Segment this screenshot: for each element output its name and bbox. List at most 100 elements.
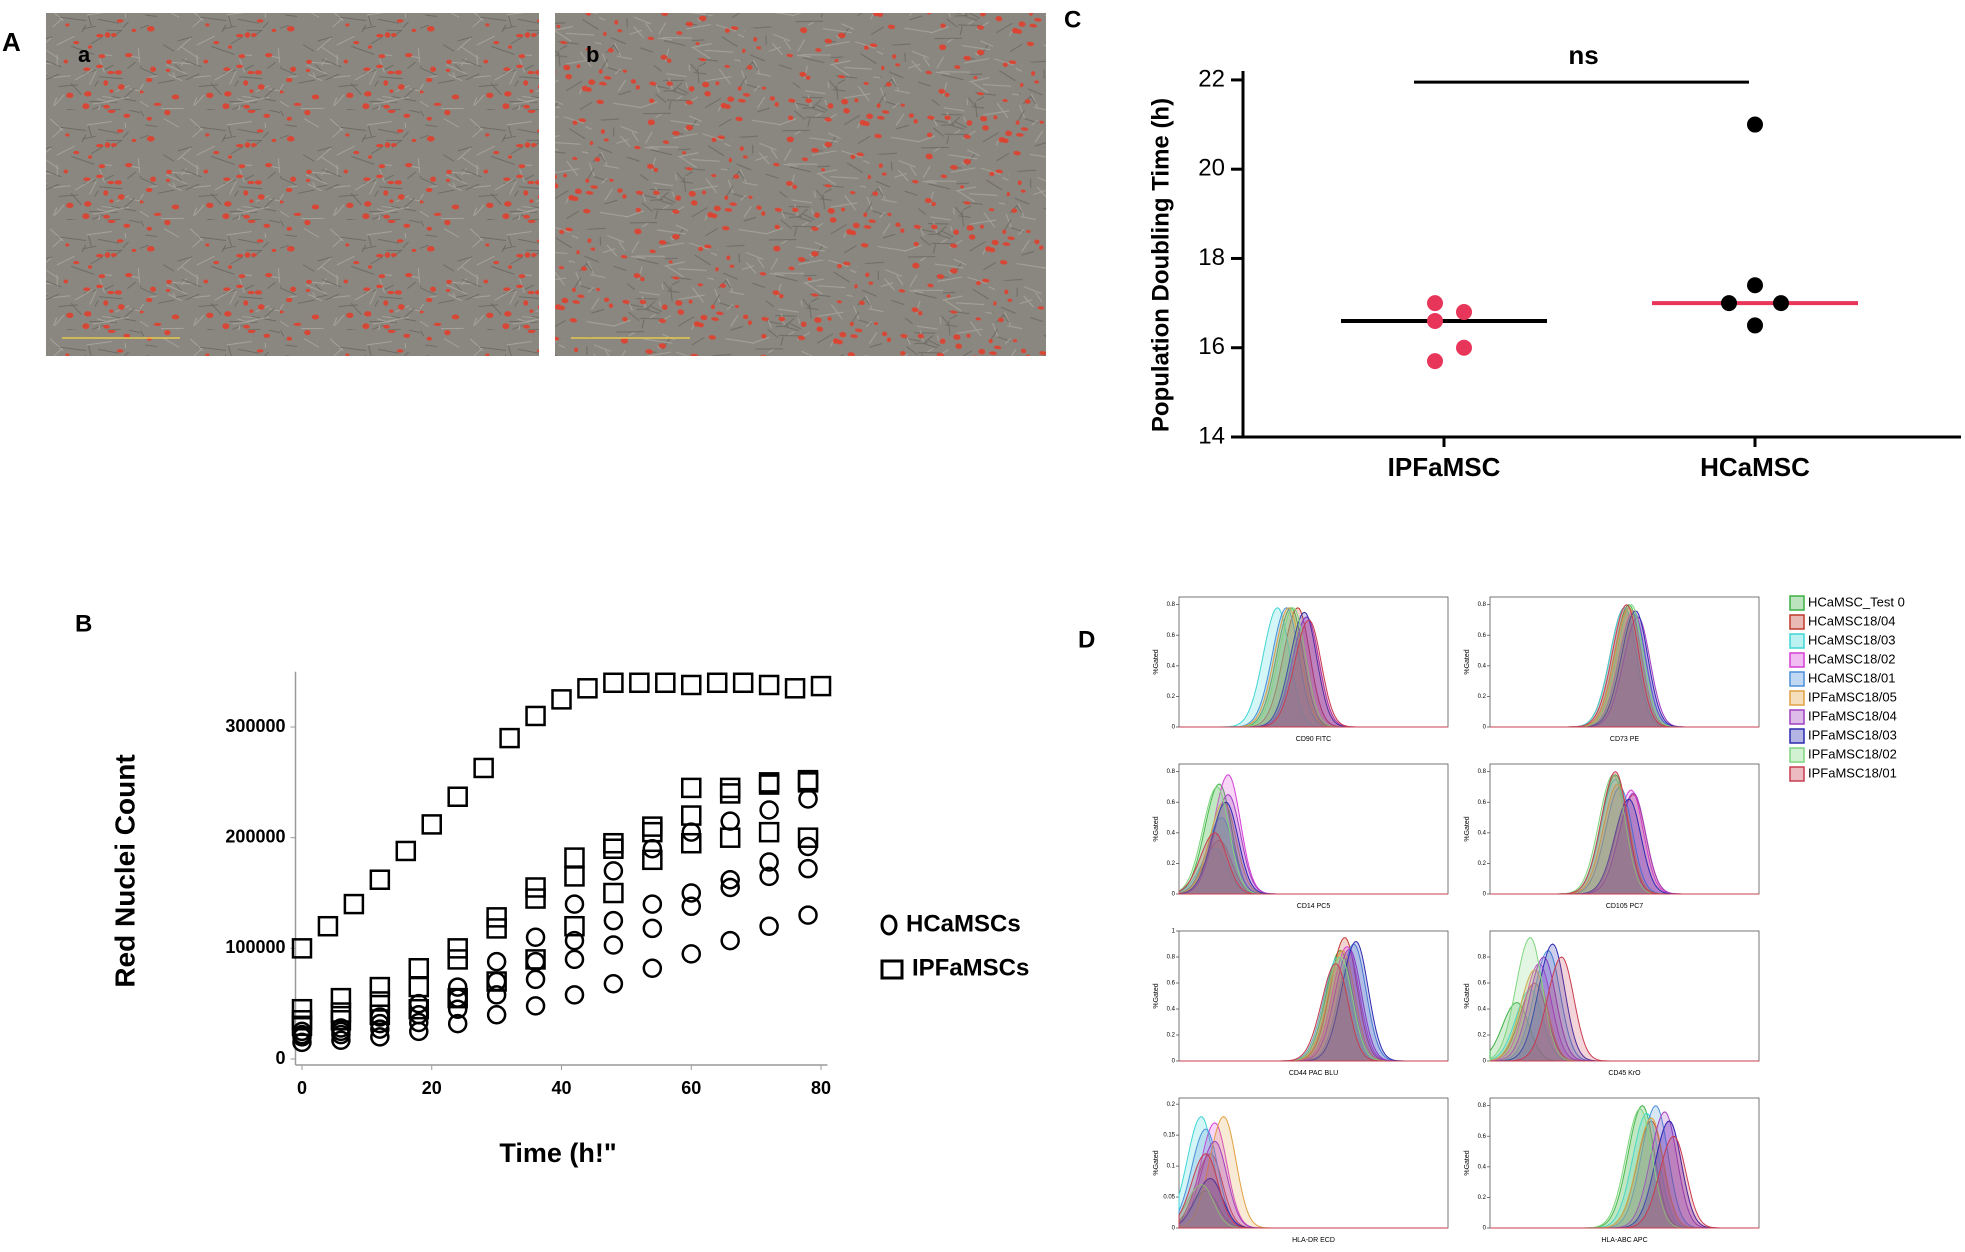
histogram bbox=[1179, 963, 1448, 1062]
marker-circle bbox=[564, 894, 585, 914]
marker-square bbox=[447, 786, 468, 807]
y-tick-label: 0.6 bbox=[1478, 1134, 1487, 1140]
marker-square bbox=[564, 866, 585, 887]
marker-circle bbox=[798, 905, 818, 925]
histogram bbox=[1178, 1153, 1448, 1229]
image-label: a bbox=[78, 42, 91, 67]
marker-circle bbox=[603, 910, 624, 931]
legend-label: IPFaMSCs bbox=[912, 954, 1029, 981]
y-tick-label: 0 bbox=[1172, 725, 1176, 731]
y-tick-label: 20 bbox=[1198, 155, 1225, 182]
marker-square bbox=[758, 674, 780, 696]
x-axis-title: CD105 PC7 bbox=[1606, 903, 1643, 910]
y-axis-title: %Gated bbox=[1464, 816, 1471, 841]
marker-square bbox=[681, 805, 702, 826]
y-tick-label: 0.4 bbox=[1478, 1007, 1487, 1013]
y-tick-label: 0.6 bbox=[1478, 800, 1487, 806]
panel-label: B bbox=[75, 610, 92, 637]
y-tick-label: 0.8 bbox=[1167, 602, 1176, 608]
marker-circle bbox=[642, 894, 663, 914]
histogram bbox=[1490, 771, 1759, 895]
panel-label: A bbox=[2, 27, 21, 57]
dot bbox=[1721, 295, 1737, 312]
x-tick-label: 40 bbox=[551, 1078, 571, 1098]
y-axis-title: %Gated bbox=[1153, 816, 1160, 841]
panel-label: C bbox=[1064, 6, 1081, 33]
y-tick-label: 0 bbox=[1172, 1059, 1176, 1065]
dot bbox=[1427, 353, 1443, 370]
marker-square bbox=[603, 882, 624, 904]
y-tick-label: 0 bbox=[1483, 892, 1487, 898]
legend-swatch bbox=[1789, 595, 1805, 611]
x-tick-label: IPFaMSC bbox=[1388, 452, 1501, 482]
significance-label: ns bbox=[1568, 40, 1598, 70]
marker-square bbox=[369, 976, 391, 998]
dot bbox=[1747, 277, 1763, 294]
marker-square bbox=[473, 757, 494, 779]
y-tick-label: 0.2 bbox=[1167, 1033, 1176, 1039]
x-axis-title: CD44 PAC BLU bbox=[1289, 1070, 1338, 1077]
legend-marker bbox=[880, 914, 898, 936]
y-tick-label: 0 bbox=[1483, 1059, 1487, 1065]
y-tick-label: 100000 bbox=[225, 937, 285, 957]
marker-square bbox=[421, 814, 442, 835]
y-axis-title: %Gated bbox=[1464, 649, 1471, 674]
legend-swatch bbox=[1789, 690, 1805, 706]
y-tick-label: 22 bbox=[1198, 65, 1225, 92]
marker-square bbox=[551, 689, 572, 710]
marker-circle bbox=[603, 861, 624, 881]
marker-square bbox=[447, 949, 468, 970]
legend-label: IPFaMSC18/01 bbox=[1808, 765, 1897, 780]
marker-square bbox=[486, 918, 507, 939]
marker-circle bbox=[486, 1004, 507, 1025]
y-axis-title: %Gated bbox=[1464, 983, 1471, 1008]
marker-square bbox=[408, 976, 430, 998]
legend-swatch bbox=[1789, 652, 1805, 668]
legend-swatch bbox=[1789, 671, 1805, 687]
y-tick-label: 0 bbox=[1483, 1226, 1487, 1232]
marker-circle bbox=[409, 1012, 429, 1033]
y-axis-title: %Gated bbox=[1153, 1150, 1160, 1175]
marker-square bbox=[343, 893, 365, 915]
x-tick-label: 0 bbox=[297, 1078, 307, 1098]
marker-square bbox=[486, 907, 507, 928]
micrograph bbox=[46, 13, 539, 356]
dot bbox=[1773, 295, 1789, 312]
y-tick-label: 0.6 bbox=[1167, 800, 1176, 806]
x-axis-title: CD90 FITC bbox=[1296, 736, 1331, 743]
legend-label: IPFaMSC18/03 bbox=[1808, 727, 1897, 742]
y-tick-label: 0.2 bbox=[1167, 861, 1176, 867]
y-tick-label: 300000 bbox=[225, 716, 285, 736]
histogram bbox=[1490, 604, 1759, 728]
marker-square bbox=[447, 938, 468, 959]
y-tick-label: 0.2 bbox=[1478, 1033, 1487, 1039]
marker-square bbox=[642, 849, 663, 871]
marker-circle bbox=[642, 918, 663, 939]
marker-circle bbox=[681, 883, 702, 903]
marker-circle bbox=[642, 958, 663, 979]
dot bbox=[1427, 295, 1443, 312]
marker-circle bbox=[759, 852, 779, 872]
dot bbox=[1456, 339, 1472, 356]
marker-square bbox=[603, 672, 624, 694]
marker-square bbox=[603, 838, 624, 860]
micrograph bbox=[555, 13, 1046, 356]
marker-square bbox=[797, 772, 819, 793]
y-axis-title: Population Doubling Time (h) bbox=[1147, 98, 1174, 432]
marker-square bbox=[525, 949, 546, 970]
y-tick-label: 0.8 bbox=[1478, 955, 1487, 961]
marker-square bbox=[291, 938, 313, 959]
panel-label: D bbox=[1078, 626, 1095, 653]
marker-square bbox=[369, 1004, 391, 1025]
x-axis-title: CD73 PE bbox=[1610, 736, 1640, 743]
y-tick-label: 1 bbox=[1172, 929, 1176, 935]
marker-circle bbox=[681, 896, 702, 917]
marker-square bbox=[291, 998, 313, 1020]
legend-label: HCaMSCs bbox=[906, 910, 1021, 937]
histogram bbox=[1179, 619, 1448, 728]
marker-circle bbox=[759, 916, 779, 936]
y-tick-label: 0 bbox=[1172, 892, 1176, 898]
x-tick-label: 80 bbox=[811, 1078, 831, 1098]
y-tick-label: 200000 bbox=[225, 826, 285, 846]
